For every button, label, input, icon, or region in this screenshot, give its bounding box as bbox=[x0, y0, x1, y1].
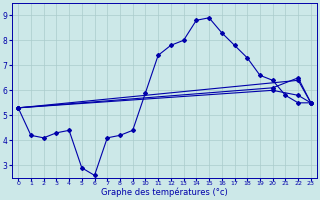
X-axis label: Graphe des températures (°c): Graphe des températures (°c) bbox=[101, 188, 228, 197]
